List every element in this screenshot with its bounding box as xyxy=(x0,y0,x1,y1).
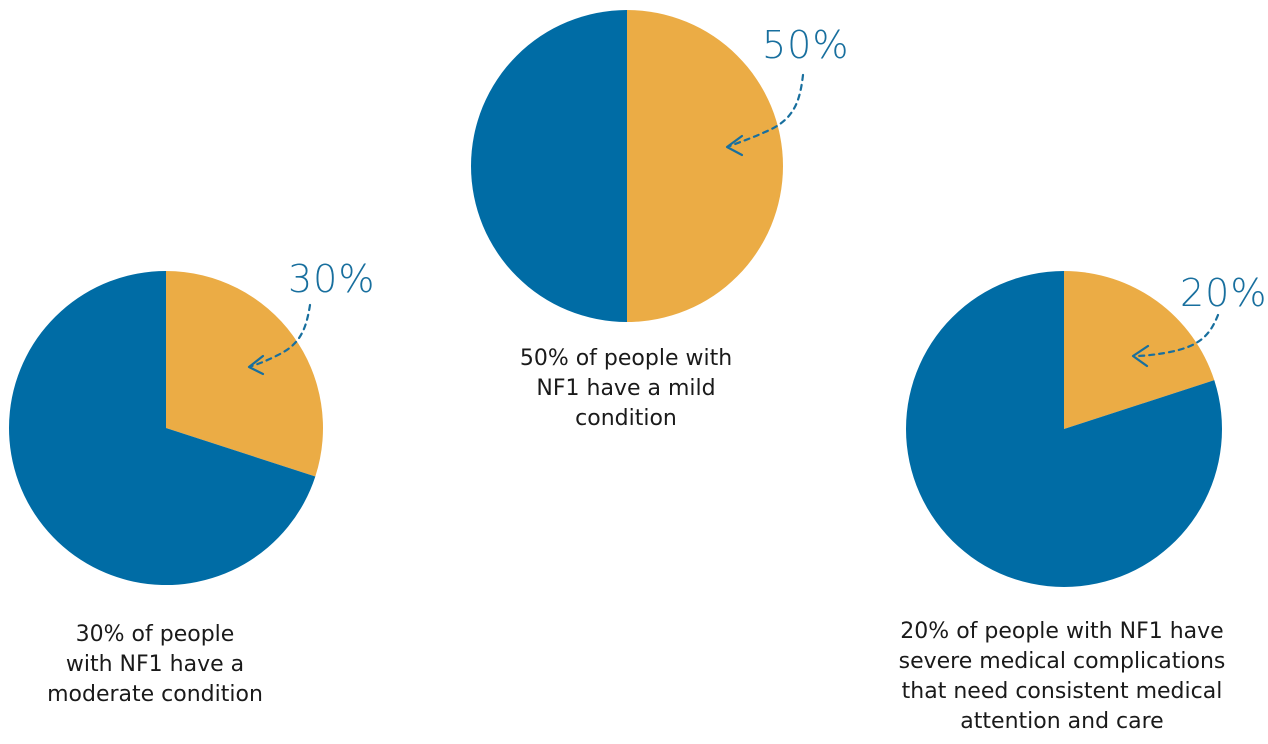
caption-moderate-line-3: moderate condition xyxy=(47,682,263,707)
caption-severe: 20% of people with NF1 have severe medic… xyxy=(858,617,1266,737)
caption-moderate-line-2: with NF1 have a xyxy=(65,652,245,677)
pie-slice-mild-accent xyxy=(627,10,783,322)
caption-mild-line-3: condition xyxy=(575,406,677,431)
annotation-label-severe: 20% xyxy=(1180,271,1267,315)
caption-mild-line-1: 50% of people with xyxy=(519,346,733,371)
annotation-arrow-mild xyxy=(728,73,805,148)
pie-slice-mild-primary xyxy=(471,10,627,322)
caption-severe-line-4: attention and care xyxy=(960,709,1164,734)
caption-moderate-line-1: 30% of people xyxy=(75,622,235,647)
annotation-arrow-moderate xyxy=(250,303,312,368)
annotation-label-mild: 50% xyxy=(762,23,849,67)
pie-slice-moderate-accent xyxy=(166,271,324,477)
caption-moderate: 30% of people with NF1 have a moderate c… xyxy=(0,620,310,710)
caption-mild: 50% of people with NF1 have a mild condi… xyxy=(440,344,812,434)
pie-chart-mild: 50% xyxy=(471,10,849,322)
arrowhead-severe-icon xyxy=(1131,344,1150,368)
pie-chart-severe: 20% xyxy=(905,271,1267,587)
annotation-arrow-severe xyxy=(1134,313,1220,358)
caption-severe-line-3: that need consistent medical xyxy=(901,679,1223,704)
pie-slice-severe-accent xyxy=(1064,271,1215,429)
pie-slice-severe-primary xyxy=(905,271,1222,587)
arrowhead-moderate-icon xyxy=(247,354,265,376)
arrowhead-mild-icon xyxy=(725,134,744,157)
caption-mild-line-2: NF1 have a mild xyxy=(536,376,716,401)
caption-severe-line-2: severe medical complications xyxy=(898,649,1226,674)
pie-chart-moderate: 30% xyxy=(9,257,375,585)
annotation-label-moderate: 30% xyxy=(288,257,375,301)
pie-slice-moderate-primary xyxy=(9,271,316,585)
caption-severe-line-1: 20% of people with NF1 have xyxy=(900,619,1224,644)
